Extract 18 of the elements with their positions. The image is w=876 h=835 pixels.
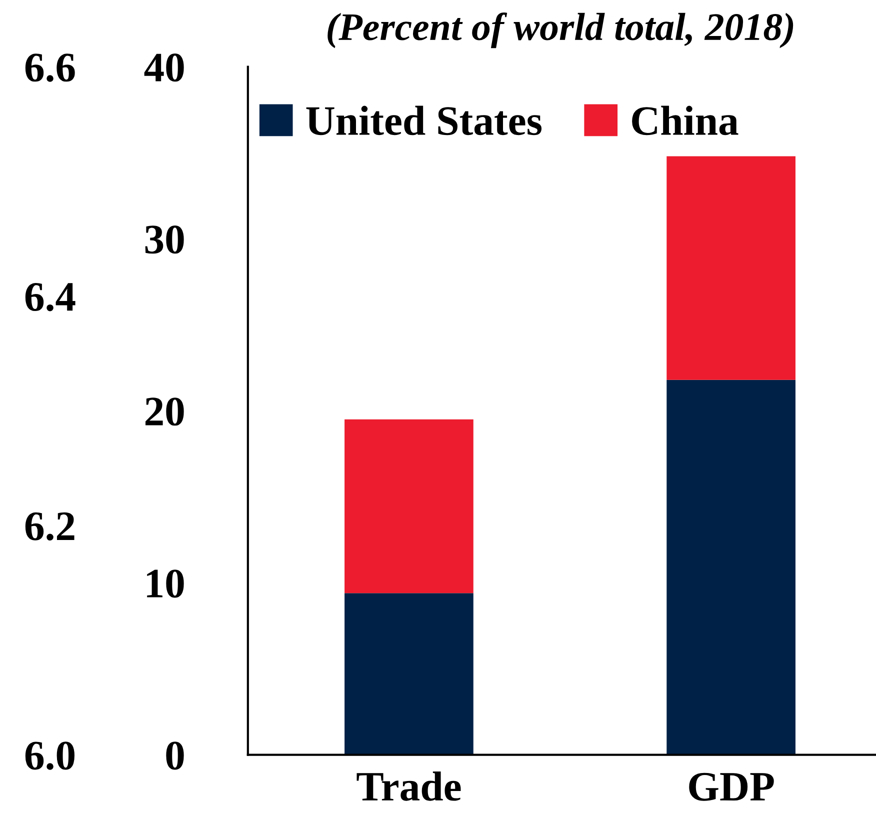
y-tick-label: 30 xyxy=(145,226,184,254)
legend-label: China xyxy=(632,106,738,136)
y-tick-label: 40 xyxy=(144,54,184,82)
y2-tick-label: 6.4 xyxy=(25,283,76,312)
y-tick-label: 0 xyxy=(166,742,184,770)
bar xyxy=(666,156,796,380)
legend-label: United States xyxy=(306,106,542,136)
x-tick-label: GDP xyxy=(689,772,774,801)
y-tick-label: 20 xyxy=(145,398,184,426)
chart-title: (Percent of world total, 2018) xyxy=(328,12,794,48)
y-tick-label: 10 xyxy=(147,570,184,598)
y2-tick-label: 6.6 xyxy=(25,54,75,82)
x-tick-label: Trade xyxy=(356,772,461,801)
bar xyxy=(666,380,796,755)
y2-tick-label: 6.2 xyxy=(25,512,74,541)
y2-tick-label: 6.0 xyxy=(25,742,74,770)
bar xyxy=(344,593,474,755)
bar xyxy=(344,419,474,594)
